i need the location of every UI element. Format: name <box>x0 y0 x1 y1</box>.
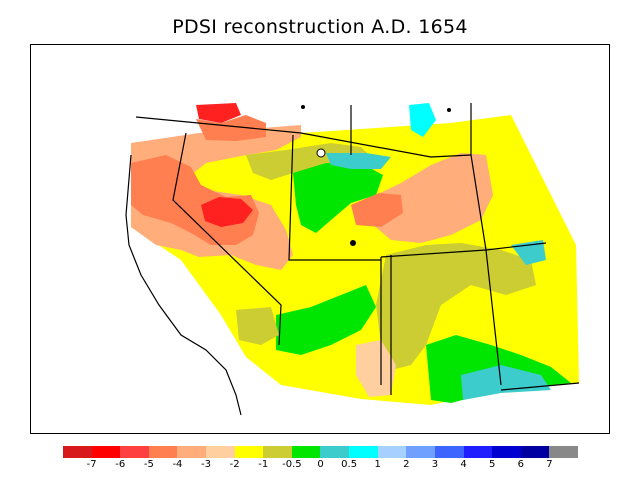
legend-swatch <box>63 446 92 458</box>
legend-label: 5 <box>488 459 496 470</box>
legend-label: 2 <box>403 459 410 470</box>
pdsi-field-orange-north <box>196 115 266 141</box>
legend-swatch <box>206 446 235 458</box>
legend-swatch <box>263 446 292 458</box>
legend-swatch <box>492 446 521 458</box>
legend-swatch <box>91 446 121 458</box>
lake-mark <box>447 108 451 112</box>
legend-label: 7 <box>546 459 553 470</box>
pdsi-field-teal-se <box>461 365 551 400</box>
pdsi-field-olive-sw <box>236 307 279 345</box>
lake-mark <box>301 105 305 109</box>
pdsi-field-olive-central <box>376 243 536 370</box>
coastline <box>125 154 242 416</box>
state-boundaries <box>135 103 580 395</box>
legend-swatch <box>549 446 578 458</box>
map-frame <box>30 44 610 434</box>
legend-swatch <box>148 446 178 458</box>
pdsi-field-teal-north <box>326 153 391 169</box>
legend-swatch <box>434 446 464 458</box>
legend-label: -0.5 <box>282 459 302 470</box>
legend-swatch <box>234 446 264 458</box>
legend-label: -3 <box>201 459 212 470</box>
pdsi-field-green-south <box>276 285 376 355</box>
legend-swatch <box>463 446 493 458</box>
legend-label: 0 <box>317 459 324 470</box>
pdsi-field-red-west <box>201 197 253 227</box>
legend-label: 3 <box>431 459 439 470</box>
legend-label: -7 <box>86 459 97 470</box>
legend-label: 4 <box>460 459 467 470</box>
pdsi-map <box>125 103 580 416</box>
legend-swatch <box>520 446 550 458</box>
legend-label: -5 <box>143 459 154 470</box>
legend-swatch <box>177 446 207 458</box>
pdsi-field-peach-sw <box>356 340 396 397</box>
legend-label: -2 <box>229 459 240 470</box>
lake-mark <box>316 148 326 158</box>
legend-label: 6 <box>517 459 524 470</box>
pdsi-field-olive-north <box>246 143 371 180</box>
legend-label: -6 <box>115 459 126 470</box>
pdsi-field-orange-east <box>351 193 403 227</box>
legend-swatch <box>320 446 350 458</box>
legend-label: 0.5 <box>341 459 358 470</box>
legend-swatch <box>349 446 378 458</box>
legend-swatch <box>406 446 435 458</box>
legend-labels: -7 -6 -5 -4 -3 -2 -1 -0.5 0 0.5 1 2 3 4 5 6 7 <box>63 459 578 473</box>
legend-swatch <box>291 446 321 458</box>
pdsi-field-cyan-north <box>409 103 436 137</box>
color-legend <box>63 446 578 458</box>
legend-swatch <box>377 446 407 458</box>
pdsi-field-green-north <box>293 163 383 233</box>
lake-mark <box>350 240 356 246</box>
map-title: PDSI reconstruction A.D. 1654 <box>172 16 468 38</box>
pdsi-field-salmon-east <box>371 153 493 243</box>
pdsi-field-red-north <box>196 103 241 123</box>
legend-label: 1 <box>374 459 381 470</box>
legend-label: -1 <box>258 459 269 470</box>
legend-label: -4 <box>172 459 183 470</box>
legend-swatch <box>120 446 149 458</box>
